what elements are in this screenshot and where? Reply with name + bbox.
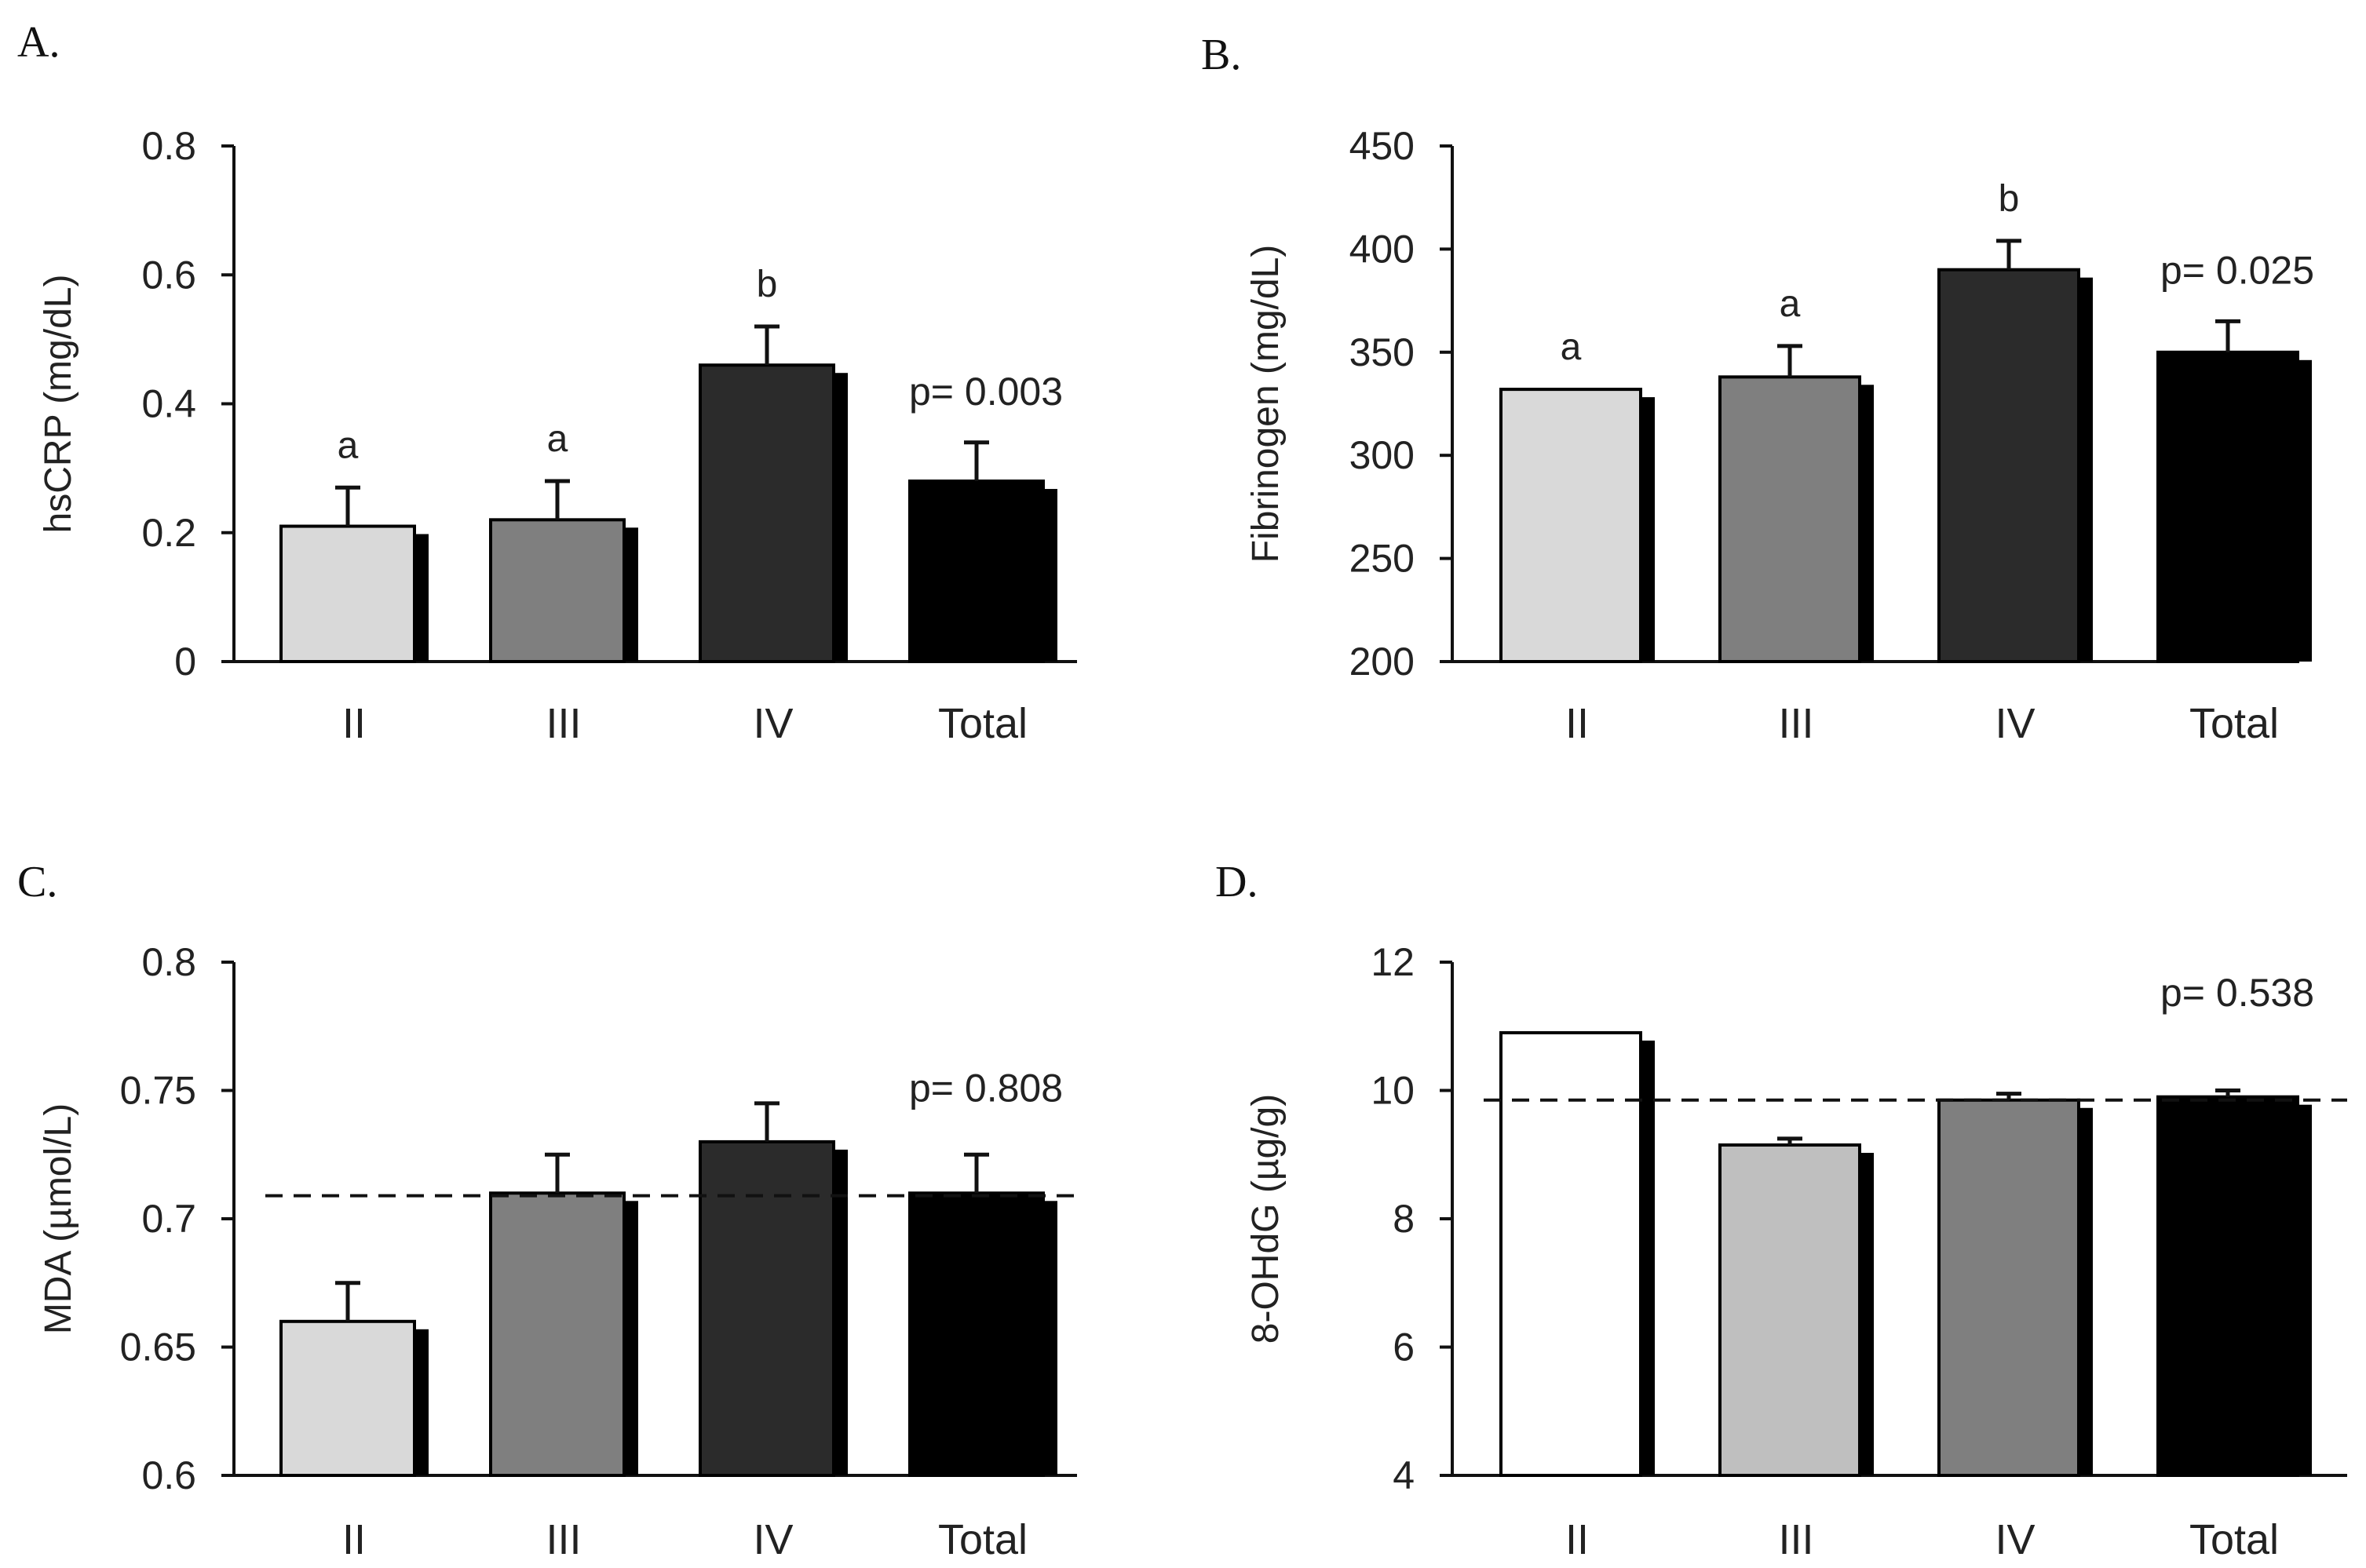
x-tick-label: II	[342, 1516, 366, 1563]
p-value-label: p= 0.808	[909, 1067, 1063, 1110]
significance-label: a	[338, 425, 359, 466]
panel-letter: B.	[1201, 31, 1241, 79]
panel-b: B. Fibrinogen (mg/dL) 200 250 300 350 400 450 a I…	[1201, 31, 2314, 747]
p-value-label: p= 0.003	[909, 370, 1063, 414]
bar-ii	[1499, 1030, 1642, 1478]
bar-total	[2156, 350, 2299, 663]
bar-total	[908, 480, 1045, 663]
x-tick-label: Total	[938, 1516, 1028, 1563]
bar-iii	[489, 518, 626, 664]
bar-iv	[699, 1140, 835, 1478]
y-tick-label: 0.8	[141, 940, 196, 984]
bar-total	[908, 1191, 1045, 1478]
bar-iv	[699, 363, 835, 663]
y-tick-label: 12	[1371, 940, 1415, 984]
x-tick-label: Total	[2189, 1516, 2279, 1563]
x-tick-label: II	[1565, 700, 1589, 747]
y-axis-title: MDA (µmol/L)	[38, 1103, 79, 1334]
y-tick-label: 400	[1349, 227, 1415, 271]
y-tick-label: 8	[1393, 1197, 1415, 1241]
x-tick-label: III	[546, 1516, 581, 1563]
significance-label: a	[1780, 283, 1801, 325]
y-tick-label: 450	[1349, 124, 1415, 168]
bar-iii	[1718, 375, 1861, 663]
y-axis-title: hsCRP (mg/dL)	[38, 275, 79, 534]
panel-a: A. hsCRP (mg/dL) 0 0.2 0.4 0.6 0.8 a II a III b IV To…	[17, 18, 1077, 747]
x-tick-label: IV	[753, 1516, 793, 1563]
bar-total	[2156, 1095, 2299, 1478]
bar-iii	[489, 1191, 626, 1478]
significance-label: b	[1999, 178, 2020, 220]
y-axis-title: Fibrinogen (mg/dL)	[1245, 245, 1287, 563]
x-tick-label: Total	[938, 700, 1028, 747]
bar-ii	[1499, 388, 1642, 663]
y-tick-label: 4	[1393, 1453, 1415, 1497]
panel-letter: A.	[17, 18, 60, 67]
y-tick-label: 300	[1349, 433, 1415, 477]
y-tick-label: 0.2	[141, 511, 196, 555]
y-tick-label: 350	[1349, 330, 1415, 374]
x-tick-label: IV	[753, 700, 793, 747]
y-tick-label: 0.7	[141, 1197, 196, 1241]
y-tick-label: 0.6	[141, 1453, 196, 1497]
y-tick-label: 6	[1393, 1326, 1415, 1369]
panel-letter: D.	[1215, 858, 1258, 906]
significance-label: a	[547, 418, 568, 460]
x-tick-label: Total	[2189, 700, 2279, 747]
x-tick-label: III	[1778, 1516, 1813, 1563]
bar-iii	[1718, 1143, 1861, 1478]
x-tick-label: II	[1565, 1516, 1589, 1563]
bar-ii	[279, 524, 416, 663]
panel-c: C.MDA (µmol/L)0.60.650.70.750.8II III IV To…	[17, 858, 1077, 1563]
significance-label: a	[1561, 326, 1582, 368]
y-tick-label: 0.65	[120, 1326, 196, 1369]
y-tick-label: 0.75	[120, 1069, 196, 1113]
y-tick-label: 250	[1349, 537, 1415, 581]
significance-label: b	[757, 264, 778, 305]
y-tick-label: 0.6	[141, 253, 196, 297]
bar-iv	[1937, 1098, 2080, 1477]
bar-iv	[1937, 268, 2080, 663]
p-value-label: p= 0.538	[2160, 971, 2314, 1015]
y-tick-label: 0	[174, 640, 196, 684]
p-value-label: p= 0.025	[2160, 248, 2314, 292]
bar-ii	[279, 1319, 416, 1478]
y-tick-label: 10	[1371, 1069, 1415, 1113]
x-tick-label: IV	[1995, 700, 2035, 747]
x-tick-label: III	[1778, 700, 1813, 747]
y-tick-label: 0.4	[141, 382, 196, 426]
panel-letter: C.	[17, 858, 57, 906]
y-tick-label: 200	[1349, 640, 1415, 684]
y-axis-title: 8-OHdG (µg/g)	[1245, 1094, 1287, 1344]
y-tick-label: 0.8	[141, 124, 196, 168]
x-tick-label: III	[546, 700, 581, 747]
x-tick-label: IV	[1995, 1516, 2035, 1563]
x-tick-label: II	[342, 700, 366, 747]
